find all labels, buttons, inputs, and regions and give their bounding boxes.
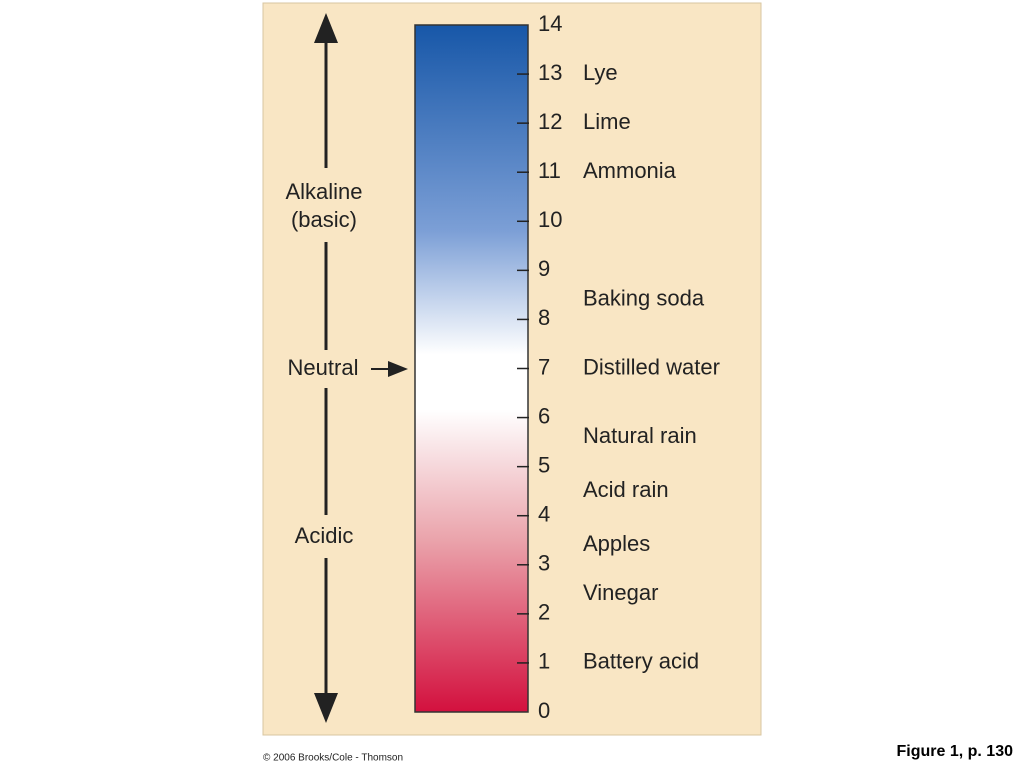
side-label: (basic) [291, 207, 357, 232]
side-label: Neutral [288, 355, 359, 380]
tick-label: 4 [538, 502, 550, 527]
tick-label: 12 [538, 109, 562, 134]
substance-label: Lye [583, 60, 618, 85]
tick-label: 7 [538, 354, 550, 379]
tick-label: 9 [538, 256, 550, 281]
tick-label: 3 [538, 551, 550, 576]
substance-label: Battery acid [583, 649, 699, 674]
side-label: Acidic [295, 523, 354, 548]
substance-label: Apples [583, 531, 650, 556]
tick-label: 2 [538, 600, 550, 625]
substance-label: Vinegar [583, 580, 658, 605]
copyright: © 2006 Brooks/Cole - Thomson [263, 753, 403, 764]
tick-label: 14 [538, 11, 562, 36]
tick-label: 6 [538, 403, 550, 428]
tick-label: 10 [538, 207, 562, 232]
tick-label: 5 [538, 452, 550, 477]
tick-label: 1 [538, 649, 550, 674]
substance-label: Lime [583, 109, 631, 134]
substance-label: Natural rain [583, 423, 697, 448]
side-label: Alkaline [285, 179, 362, 204]
tick-label: 8 [538, 305, 550, 330]
figure-label: Figure 1, p. 130 [897, 743, 1014, 760]
substance-label: Distilled water [583, 354, 720, 379]
substance-label: Acid rain [583, 477, 669, 502]
tick-label: 0 [538, 698, 550, 723]
tick-label: 13 [538, 60, 562, 85]
substance-label: Baking soda [583, 286, 705, 311]
substance-label: Ammonia [583, 158, 677, 183]
tick-label: 11 [538, 158, 561, 183]
ph-bar [414, 24, 529, 713]
